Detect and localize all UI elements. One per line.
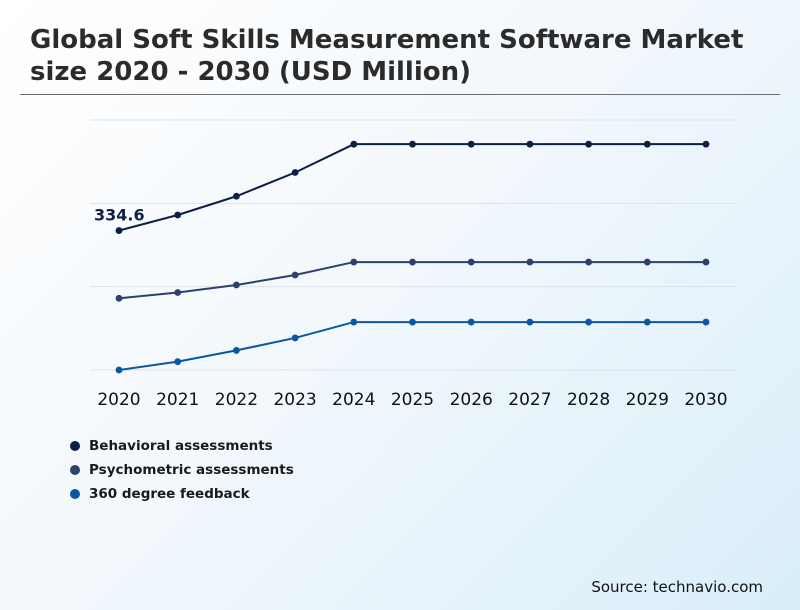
data-points (115, 140, 710, 374)
x-tick-label: 2028 (567, 390, 610, 410)
x-tick-label: 2025 (391, 390, 434, 410)
chart-title: Global Soft Skills Measurement Software … (30, 25, 744, 87)
data-point (585, 318, 592, 326)
gridlines (90, 119, 736, 371)
legend-item: Behavioral assessments (70, 434, 294, 458)
series-line-1 (118, 261, 706, 300)
data-point (233, 347, 240, 354)
x-tick-label: 2030 (684, 390, 727, 410)
series-lines (118, 143, 706, 371)
legend-item: 360 degree feedback (70, 482, 294, 506)
data-point (233, 281, 240, 289)
data-point (643, 140, 651, 148)
x-tick-label: 2022 (215, 390, 258, 410)
data-point (643, 258, 651, 266)
legend-item: Psychometric assessments (70, 458, 294, 482)
data-point (291, 271, 299, 279)
series-line-2 (118, 321, 706, 371)
data-point (467, 318, 475, 326)
data-point (174, 358, 182, 366)
legend-swatch (70, 489, 80, 499)
x-tick-label: 2023 (273, 390, 316, 410)
legend: Behavioral assessments Psychometric asses… (70, 434, 294, 506)
data-point (526, 140, 534, 148)
data-point (233, 192, 240, 200)
x-tick-label: 2021 (156, 390, 199, 410)
data-point (115, 294, 123, 302)
data-point (291, 169, 299, 176)
data-point (115, 366, 123, 374)
data-label: 334.6 (94, 206, 145, 225)
data-point (350, 258, 358, 266)
x-tick-label: 2020 (97, 390, 140, 410)
legend-label: Psychometric assessments (89, 462, 294, 478)
legend-swatch (70, 441, 80, 451)
x-tick-label: 2029 (626, 390, 669, 410)
data-point (409, 318, 416, 326)
data-point (291, 334, 299, 342)
data-point (409, 258, 416, 266)
source-note: Source: technavio.com (591, 578, 763, 596)
data-point (409, 140, 416, 148)
x-tick-label: 2026 (450, 390, 493, 410)
data-labels: 334.6 (94, 206, 145, 225)
legend-label: 360 degree feedback (89, 486, 250, 502)
series-line-0 (118, 143, 706, 232)
data-point (467, 140, 475, 148)
data-point (174, 289, 182, 296)
data-point (115, 227, 123, 234)
title-divider (20, 94, 780, 95)
data-point (643, 318, 651, 326)
legend-label: Behavioral assessments (89, 438, 273, 454)
data-point (467, 258, 475, 266)
data-point (350, 140, 358, 148)
data-point (702, 318, 710, 326)
legend-swatch (70, 465, 80, 475)
x-tick-label: 2024 (332, 390, 375, 410)
data-point (702, 140, 710, 148)
x-tick-label: 2027 (508, 390, 551, 410)
data-point (585, 140, 592, 148)
data-point (585, 258, 592, 266)
data-point (526, 318, 534, 326)
data-point (174, 211, 182, 219)
data-point (526, 258, 534, 266)
x-axis-tick-labels: 2020 2021 2022 2023 2024 2025 2026 2027 2028 2029… (97, 390, 727, 410)
data-point (350, 318, 358, 326)
data-point (702, 258, 710, 266)
